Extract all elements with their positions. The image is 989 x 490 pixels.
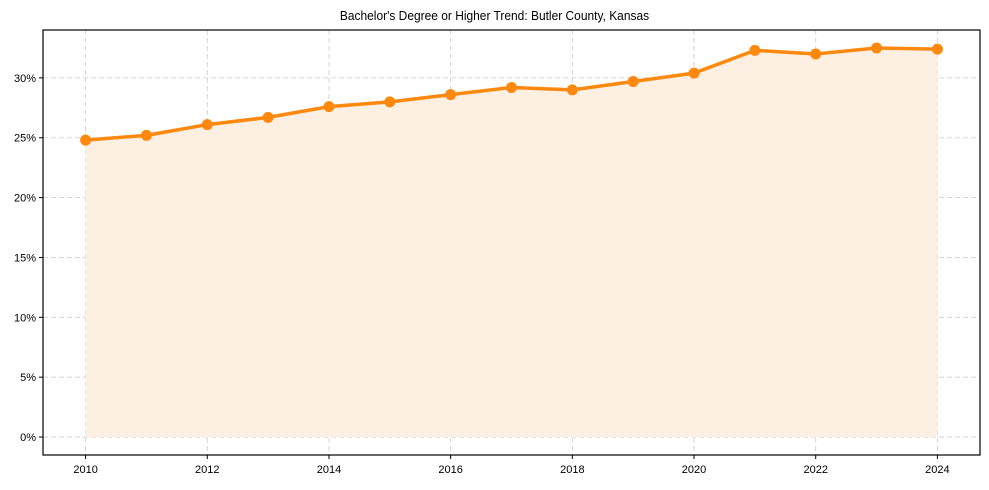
data-point-marker xyxy=(445,89,457,101)
x-tick-label: 2024 xyxy=(925,464,949,476)
data-point-marker xyxy=(566,84,578,96)
x-tick-label: 2022 xyxy=(803,464,827,476)
x-tick-label: 2018 xyxy=(560,464,584,476)
data-point-marker xyxy=(80,134,92,146)
x-tick-label: 2012 xyxy=(195,464,219,476)
data-point-marker xyxy=(871,42,883,54)
data-point-marker xyxy=(140,129,152,141)
x-tick-label: 2010 xyxy=(73,464,97,476)
y-tick-label: 0% xyxy=(20,432,36,444)
data-point-marker xyxy=(262,111,274,123)
chart-title: Bachelor's Degree or Higher Trend: Butle… xyxy=(339,8,650,23)
data-point-marker xyxy=(810,48,822,60)
y-tick-label: 5% xyxy=(20,372,36,384)
data-point-marker xyxy=(749,44,761,56)
data-point-marker xyxy=(931,43,943,55)
y-tick-label: 10% xyxy=(14,312,36,324)
x-tick-label: 2014 xyxy=(317,464,341,476)
data-point-marker xyxy=(384,96,396,108)
data-point-marker xyxy=(506,81,517,93)
plot-frame xyxy=(42,29,981,456)
data-point-marker xyxy=(627,75,639,87)
data-point-marker xyxy=(688,67,700,79)
y-tick-label: 30% xyxy=(14,73,36,85)
y-tick-label: 25% xyxy=(14,133,36,145)
x-tick-label: 2016 xyxy=(438,464,462,476)
data-point-marker xyxy=(201,119,213,131)
area-fill xyxy=(85,47,938,438)
y-tick-label: 15% xyxy=(14,252,36,264)
data-point-marker xyxy=(323,101,335,113)
y-tick-label: 20% xyxy=(14,193,36,205)
x-tick-label: 2020 xyxy=(682,464,706,476)
